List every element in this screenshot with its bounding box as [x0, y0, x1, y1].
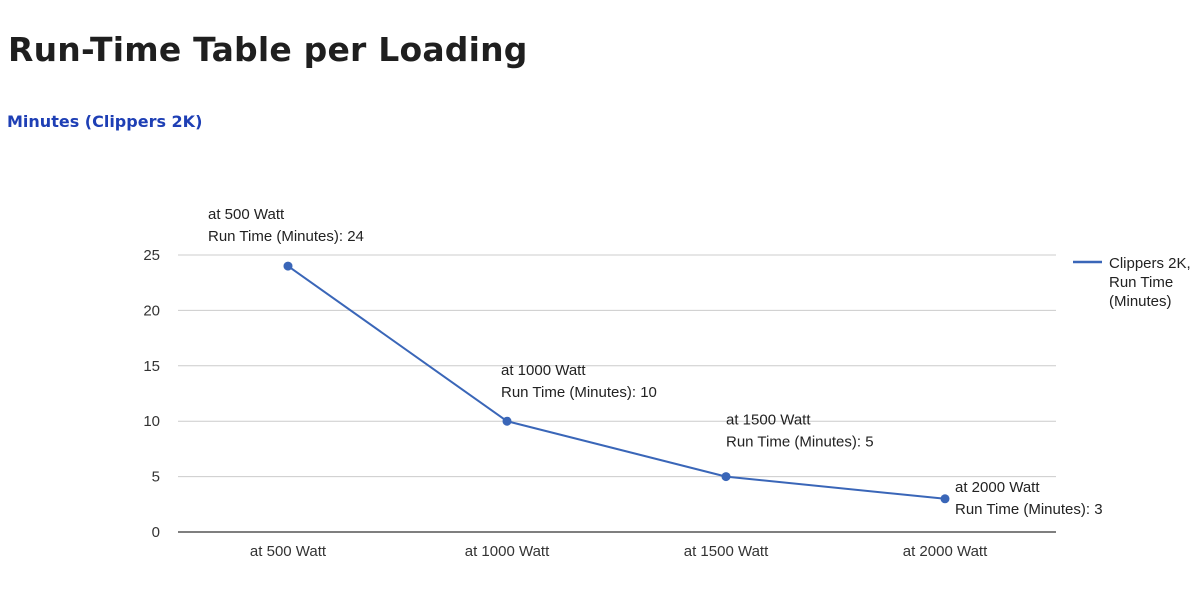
- y-tick-label-5: 5: [152, 469, 160, 486]
- y-tick-label-25: 25: [143, 247, 160, 264]
- series-line-1: [287, 265, 946, 500]
- data-point-2[interactable]: [502, 416, 512, 426]
- legend[interactable]: Clippers 2K, Run Time (Minutes): [1073, 255, 1191, 310]
- x-tick-label-4: at 2000 Watt: [903, 543, 988, 560]
- data-label-3-line-1: at 1500 Watt: [726, 412, 811, 429]
- y-tick-label-0: 0: [152, 524, 160, 541]
- x-tick-label-1: at 500 Watt: [250, 543, 327, 560]
- data-labels: at 500 Watt Run Time (Minutes): 24 at 1000…: [208, 206, 1103, 518]
- data-label-2-line-2: Run Time (Minutes): 10: [501, 384, 657, 401]
- chart-subtitle: Minutes (Clippers 2K): [7, 112, 203, 131]
- legend-label-line-1: Clippers 2K,: [1109, 255, 1191, 272]
- data-label-2-line-1: at 1000 Watt: [501, 362, 586, 379]
- x-tick-label-3: at 1500 Watt: [684, 543, 769, 560]
- gridlines: [178, 254, 1056, 478]
- data-point-1[interactable]: [283, 261, 293, 271]
- x-tick-label-2: at 1000 Watt: [465, 543, 550, 560]
- y-tick-label-15: 15: [143, 358, 160, 375]
- page-title: Run-Time Table per Loading: [8, 30, 528, 69]
- legend-label-line-2: Run Time: [1109, 274, 1173, 291]
- data-label-3-line-2: Run Time (Minutes): 5: [726, 434, 874, 451]
- data-label-4-line-2: Run Time (Minutes): 3: [955, 501, 1103, 518]
- data-point-4[interactable]: [940, 494, 950, 504]
- data-label-1-line-1: at 500 Watt: [208, 206, 285, 223]
- series-layer: [283, 261, 950, 504]
- data-point-3[interactable]: [721, 472, 731, 482]
- data-label-1-line-2: Run Time (Minutes): 24: [208, 228, 364, 245]
- legend-label-line-3: (Minutes): [1109, 293, 1172, 310]
- y-tick-label-10: 10: [143, 413, 160, 430]
- y-tick-label-20: 20: [143, 302, 160, 319]
- data-label-4-line-1: at 2000 Watt: [955, 479, 1040, 496]
- axes: 0 5 10 15 20 25 at 500 Watt at 1000 Watt at 1500…: [143, 247, 1056, 560]
